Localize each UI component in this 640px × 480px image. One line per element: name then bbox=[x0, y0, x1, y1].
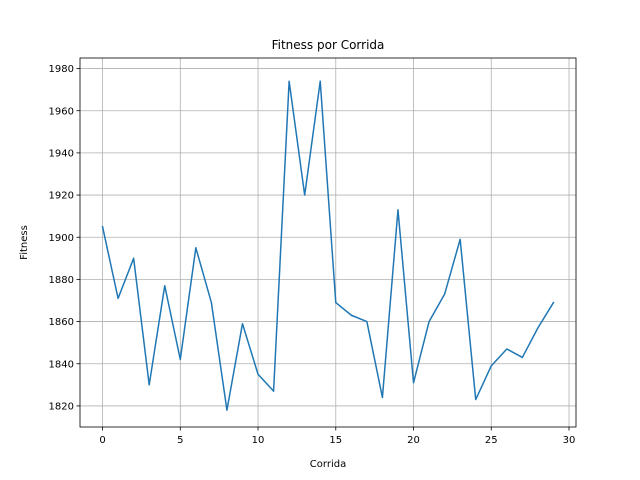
y-tick-label: 1820 bbox=[49, 402, 74, 413]
y-tick-label: 1840 bbox=[49, 359, 74, 370]
y-tick-label: 1860 bbox=[49, 317, 74, 328]
y-tick-label: 1960 bbox=[49, 106, 74, 117]
series-line bbox=[101, 80, 555, 411]
x-tick-label: 30 bbox=[563, 435, 576, 446]
tick-labels: 0 5 10 15 20 25 30 1820 1840 1860 1880 1900 1920 1940… bbox=[49, 64, 576, 446]
y-tick-label: 1980 bbox=[49, 64, 74, 75]
y-tick-label: 1940 bbox=[49, 148, 74, 159]
x-tick-label: 25 bbox=[485, 435, 498, 446]
y-tick-label: 1900 bbox=[49, 233, 74, 244]
y-tick-label: 1920 bbox=[49, 191, 74, 202]
grid bbox=[80, 58, 576, 427]
chart-title: Fitness por Corrida bbox=[272, 38, 385, 52]
y-tick-label: 1880 bbox=[49, 275, 74, 286]
x-tick-label: 15 bbox=[329, 435, 342, 446]
ticks bbox=[76, 68, 570, 431]
x-tick-label: 0 bbox=[99, 435, 105, 446]
x-axis-label: Corrida bbox=[310, 459, 346, 470]
x-tick-label: 10 bbox=[252, 435, 265, 446]
y-axis-label: Fitness bbox=[19, 225, 30, 260]
x-tick-label: 20 bbox=[407, 435, 420, 446]
plot-area bbox=[80, 58, 576, 427]
x-tick-label: 5 bbox=[177, 435, 183, 446]
plot-frame bbox=[79, 57, 577, 428]
